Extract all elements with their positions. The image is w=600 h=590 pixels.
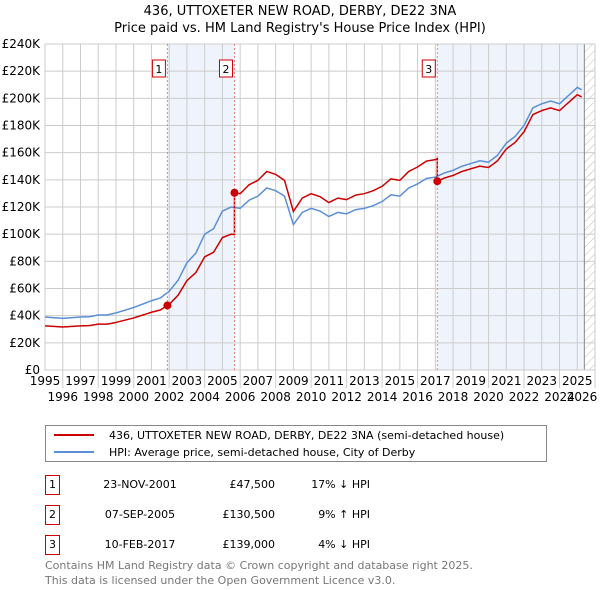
x-tick-label: 2025 — [562, 374, 593, 388]
y-tick-label: £40K — [9, 309, 41, 323]
sale-label-box — [151, 59, 166, 78]
chart-subtitle: Price paid vs. HM Land Registry's House … — [114, 21, 486, 36]
x-tick-label: 2009 — [278, 374, 309, 388]
sale-price: £130,500 — [222, 508, 276, 521]
chart-title: 436, UTTOXETER NEW ROAD, DERBY, DE22 3NA — [143, 4, 457, 19]
sale-label: 2 — [222, 63, 229, 76]
y-tick-label: £160K — [2, 146, 42, 160]
x-tick-label: 2015 — [385, 374, 416, 388]
transaction-row: 3 10-FEB-2017 £139,000 4% ↓ HPI — [45, 535, 485, 555]
sale-label-box — [421, 59, 436, 78]
x-tick-label: 2016 — [402, 390, 433, 404]
hpi-line — [44, 86, 583, 320]
y-tick-label: £80K — [9, 254, 41, 268]
x-tick-label: 1999 — [101, 374, 132, 388]
footer-copyright: Contains HM Land Registry data © Crown c… — [45, 559, 473, 572]
x-tick-label: 2008 — [260, 390, 291, 404]
x-tick-label: 2001 — [136, 374, 167, 388]
x-tick-label: 2006 — [225, 390, 256, 404]
price-paid-line — [44, 93, 583, 328]
x-tick-label: 1998 — [83, 390, 114, 404]
x-tick-label: 2013 — [349, 374, 380, 388]
x-tick-label: 2005 — [207, 374, 238, 388]
x-tick-label: 2018 — [438, 390, 469, 404]
sale-price: £47,500 — [229, 478, 276, 491]
footer-licence: This data is licensed under the Open Gov… — [45, 574, 396, 587]
x-tick-label: 2007 — [243, 374, 274, 388]
y-tick-label: £200K — [2, 91, 42, 105]
x-tick-label: 2019 — [456, 374, 487, 388]
x-tick-label: 2002 — [154, 390, 185, 404]
x-tick-label: 2024 — [544, 390, 575, 404]
y-tick-label: £20K — [9, 336, 41, 350]
sale-point — [433, 177, 442, 186]
hpi-line-swatch — [54, 451, 94, 453]
x-tick-label: 2004 — [189, 390, 220, 404]
legend: 436, UTTOXETER NEW ROAD, DERBY, DE22 3NA… — [45, 425, 547, 462]
price-line-swatch — [54, 434, 94, 436]
y-tick-label: £100K — [2, 227, 42, 241]
x-tick-label: 1995 — [30, 374, 61, 388]
x-tick-label: 2003 — [172, 374, 203, 388]
x-tick-label: 2014 — [367, 390, 398, 404]
sale-hpi-diff: 4% ↓ HPI — [318, 538, 370, 551]
y-tick-label: £120K — [2, 200, 42, 214]
x-tick-label: 2020 — [473, 390, 504, 404]
x-tick-label: 2017 — [420, 374, 451, 388]
x-tick-label: 1996 — [47, 390, 78, 404]
y-tick-label: £0 — [25, 363, 40, 377]
x-tick-label: 2010 — [296, 390, 327, 404]
x-tick-label: 2023 — [527, 374, 558, 388]
sale-date: 10-FEB-2017 — [104, 538, 176, 551]
price-chart: £0 £20K £40K £60K £80K £100K £120K £140K £160K £1… — [2, 37, 598, 404]
sale-point — [163, 301, 172, 310]
transaction-row: 1 23-NOV-2001 £47,500 17% ↓ HPI — [45, 475, 485, 495]
sale-hpi-diff: 17% ↓ HPI — [311, 478, 370, 491]
sale-label-box — [218, 59, 233, 78]
legend-item-price: 436, UTTOXETER NEW ROAD, DERBY, DE22 3NA… — [54, 427, 504, 443]
x-tick-label: 2012 — [331, 390, 362, 404]
sale-hpi-diff: 9% ↑ HPI — [318, 508, 370, 521]
sale-badge: 3 — [45, 535, 60, 555]
sale-date: 07-SEP-2005 — [104, 508, 176, 521]
x-tick-label: 1997 — [65, 374, 96, 388]
sale-price: £139,000 — [222, 538, 276, 551]
sale-point — [230, 188, 239, 197]
sale-label: 3 — [425, 63, 432, 76]
legend-price-label: 436, UTTOXETER NEW ROAD, DERBY, DE22 3NA… — [109, 428, 505, 442]
sale-label: 1 — [155, 63, 162, 76]
y-tick-label: £180K — [2, 119, 42, 133]
x-tick-label: 2022 — [509, 390, 540, 404]
y-tick-label: £240K — [2, 37, 42, 51]
transaction-row: 2 07-SEP-2005 £130,500 9% ↑ HPI — [45, 505, 485, 525]
y-tick-label: £60K — [9, 282, 41, 296]
x-tick-label: 2000 — [118, 390, 149, 404]
x-tick-label: 2021 — [491, 374, 522, 388]
sale-badge: 2 — [45, 505, 60, 525]
y-tick-label: £140K — [2, 173, 42, 187]
y-tick-label: £220K — [2, 64, 42, 78]
x-tick-label: 2011 — [314, 374, 345, 388]
x-tick-label: 2026 — [567, 390, 598, 404]
sale-date: 23-NOV-2001 — [103, 478, 177, 491]
legend-item-hpi: HPI: Average price, semi-detached house,… — [54, 444, 415, 460]
sale-badge: 1 — [45, 475, 60, 495]
plot-border — [44, 43, 596, 371]
legend-hpi-label: HPI: Average price, semi-detached house,… — [109, 445, 416, 459]
